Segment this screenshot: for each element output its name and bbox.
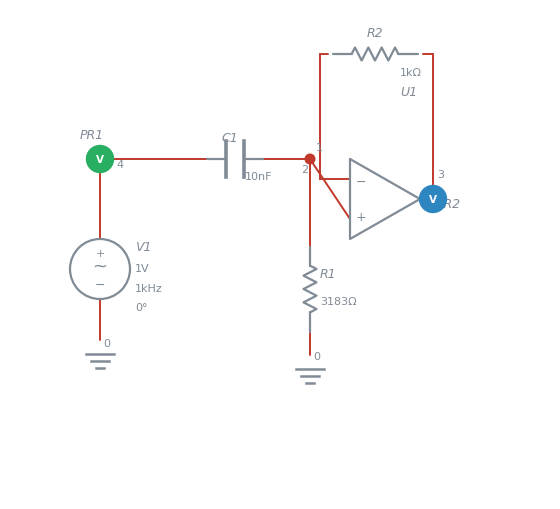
Text: 3183Ω: 3183Ω [320,296,357,306]
Text: 1V: 1V [135,264,150,273]
Text: 1kΩ: 1kΩ [400,68,422,78]
Circle shape [305,155,315,164]
Text: 1: 1 [316,143,323,153]
Text: −: − [95,278,105,292]
Text: V1: V1 [135,241,152,254]
Text: U1: U1 [400,87,417,99]
Text: 2: 2 [301,165,308,175]
Text: 3: 3 [437,169,444,180]
Text: 0: 0 [313,351,320,361]
Text: V: V [429,194,437,205]
Text: −: − [356,176,366,188]
Text: V: V [96,155,104,165]
Text: PR2: PR2 [437,197,461,211]
Text: R1: R1 [320,268,337,281]
Text: 10nF: 10nF [245,172,273,182]
Text: ~: ~ [92,258,108,275]
Text: +: + [356,211,367,223]
Text: +: + [95,249,105,259]
Text: PR1: PR1 [80,129,104,142]
Text: 1kHz: 1kHz [135,284,163,293]
Text: R2: R2 [367,27,383,40]
Text: C1: C1 [222,132,239,145]
Text: 4: 4 [116,160,123,169]
Text: 0°: 0° [135,302,147,313]
Circle shape [419,186,446,213]
Text: 0: 0 [103,338,110,348]
Circle shape [86,146,114,173]
